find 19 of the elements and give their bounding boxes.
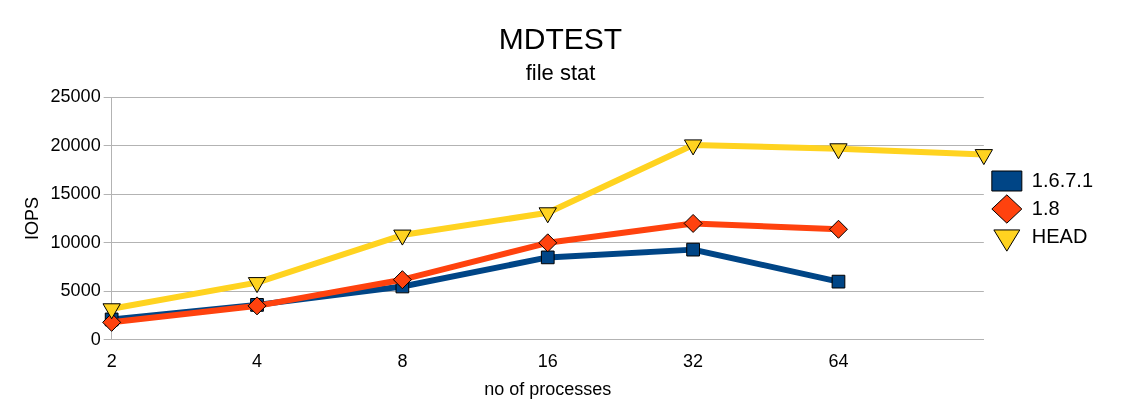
legend-label: 1.8 bbox=[1031, 196, 1060, 219]
x-tick-label: 8 bbox=[397, 350, 408, 371]
y-tick-label: 25000 bbox=[50, 86, 101, 107]
x-tick-label: 16 bbox=[537, 350, 558, 371]
legend-label: HEAD bbox=[1031, 224, 1088, 247]
x-tick-label: 4 bbox=[252, 350, 263, 371]
y-tick-label: 0 bbox=[90, 328, 101, 349]
y-tick-label: 5000 bbox=[60, 280, 101, 301]
y-axis-title: IOPS bbox=[21, 197, 42, 241]
y-tick-label: 20000 bbox=[50, 134, 101, 155]
y-tick-label: 15000 bbox=[50, 183, 101, 204]
chart-title: MDTEST bbox=[498, 22, 623, 56]
x-axis-title: no of processes bbox=[484, 379, 612, 400]
x-tick-label: 2 bbox=[106, 350, 117, 371]
chart-subtitle: file stat bbox=[525, 60, 596, 86]
x-tick-label: 32 bbox=[683, 350, 704, 371]
legend-label: 1.6.7.1 bbox=[1031, 168, 1094, 191]
x-tick-label: 64 bbox=[828, 350, 849, 371]
y-tick-label: 10000 bbox=[50, 231, 101, 252]
